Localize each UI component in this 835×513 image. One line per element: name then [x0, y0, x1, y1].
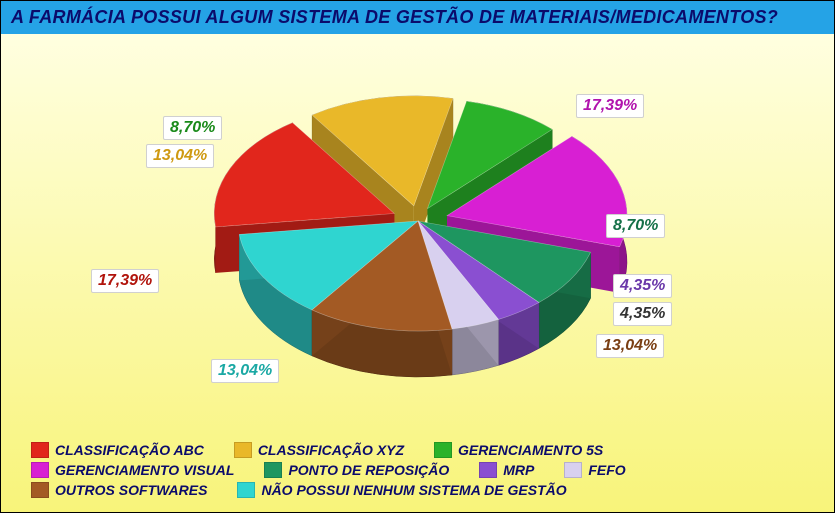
pie-chart: [198, 71, 638, 417]
legend-item: OUTROS SOFTWARES: [31, 482, 207, 498]
legend-item: NÃO POSSUI NENHUM SISTEMA DE GESTÃO: [237, 482, 566, 498]
chart-frame: A FARMÁCIA POSSUI ALGUM SISTEMA DE GESTÃ…: [0, 0, 835, 513]
legend-swatch: [31, 442, 49, 458]
legend-label: GERENCIAMENTO VISUAL: [55, 462, 234, 478]
legend-swatch: [237, 482, 255, 498]
legend: CLASSIFICAÇÃO ABC CLASSIFICAÇÃO XYZ GERENC…: [31, 440, 804, 500]
legend-label: OUTROS SOFTWARES: [55, 482, 207, 498]
legend-swatch: [234, 442, 252, 458]
legend-item: CLASSIFICAÇÃO ABC: [31, 442, 204, 458]
legend-swatch: [564, 462, 582, 478]
legend-label: NÃO POSSUI NENHUM SISTEMA DE GESTÃO: [261, 482, 566, 498]
legend-item: GERENCIAMENTO VISUAL: [31, 462, 234, 478]
legend-label: CLASSIFICAÇÃO XYZ: [258, 442, 404, 458]
legend-label: GERENCIAMENTO 5S: [458, 442, 603, 458]
legend-label: FEFO: [588, 462, 625, 478]
legend-swatch: [31, 482, 49, 498]
legend-swatch: [264, 462, 282, 478]
legend-label: MRP: [503, 462, 534, 478]
legend-item: CLASSIFICAÇÃO XYZ: [234, 442, 404, 458]
legend-swatch: [434, 442, 452, 458]
chart-title: A FARMÁCIA POSSUI ALGUM SISTEMA DE GESTÃ…: [1, 1, 834, 34]
legend-swatch: [479, 462, 497, 478]
legend-item: MRP: [479, 462, 534, 478]
legend-swatch: [31, 462, 49, 478]
legend-item: FEFO: [564, 462, 625, 478]
legend-item: PONTO DE REPOSIÇÃO: [264, 462, 449, 478]
legend-label: PONTO DE REPOSIÇÃO: [288, 462, 449, 478]
legend-item: GERENCIAMENTO 5S: [434, 442, 603, 458]
data-label: 17,39%: [91, 269, 159, 293]
chart-area: 17,39%13,04%8,70%17,39%8,70%4,35%4,35%13…: [1, 34, 834, 512]
legend-label: CLASSIFICAÇÃO ABC: [55, 442, 204, 458]
